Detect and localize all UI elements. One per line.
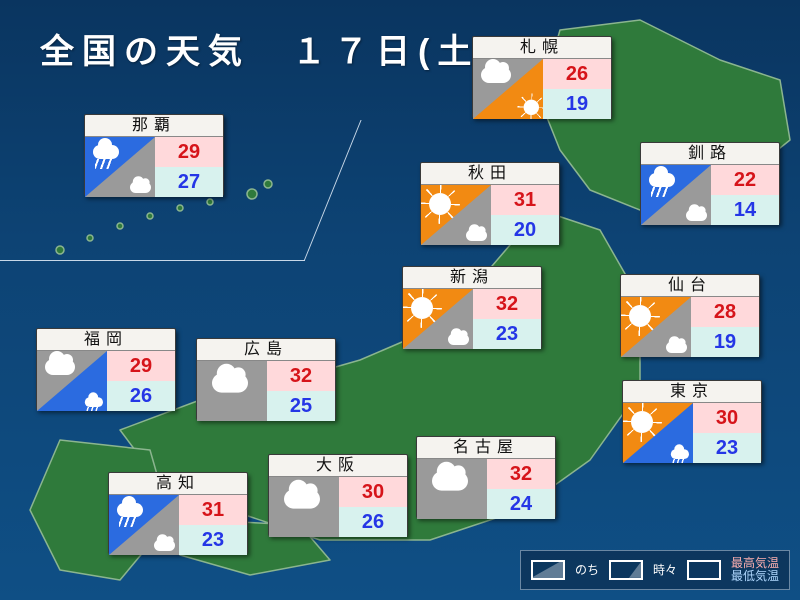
- sun-icon: [524, 100, 539, 115]
- cloud-icon: [448, 334, 469, 345]
- weather-icon: [37, 351, 107, 411]
- temp-low: 26: [339, 507, 407, 537]
- temp-high: 31: [179, 495, 247, 525]
- temp-low: 19: [543, 89, 611, 119]
- weather-map: 全国の天気 １７日(土) 札幌2619釧路2214秋田3120仙台2819新潟3…: [0, 0, 800, 600]
- cloud-icon: [666, 342, 687, 353]
- legend: のち 時々 最高気温 最低気温: [520, 550, 790, 590]
- legend-box-temp: [687, 560, 721, 580]
- city-name: 釧路: [641, 143, 779, 165]
- temp-high: 32: [267, 361, 335, 391]
- temp-low: 24: [487, 489, 555, 519]
- temp-high: 32: [487, 459, 555, 489]
- temp-high: 28: [691, 297, 759, 327]
- cloud-icon: [130, 182, 151, 193]
- weather-card: 名古屋3224: [416, 436, 556, 518]
- weather-card: 大阪3026: [268, 454, 408, 536]
- temp-high: 29: [155, 137, 223, 167]
- rain-icon: [671, 449, 689, 459]
- weather-icon: [621, 297, 691, 357]
- city-name: 新潟: [403, 267, 541, 289]
- weather-card: 那覇2927: [84, 114, 224, 196]
- weather-card: 釧路2214: [640, 142, 780, 224]
- city-name: 札幌: [473, 37, 611, 59]
- weather-card: 広島3225: [196, 338, 336, 420]
- page-title: 全国の天気 １７日(土): [40, 24, 499, 73]
- okinawa-inset-line-2: [245, 120, 362, 260]
- city-name: 秋田: [421, 163, 559, 185]
- temp-high: 29: [107, 351, 175, 381]
- legend-box-tokidoki: [609, 560, 643, 580]
- legend-min-label: 最低気温: [731, 570, 779, 583]
- temp-high: 26: [543, 59, 611, 89]
- cloud-icon: [432, 471, 468, 490]
- weather-icon: [197, 361, 267, 421]
- cloud-icon: [686, 210, 707, 221]
- temp-low: 23: [473, 319, 541, 349]
- city-name: 名古屋: [417, 437, 555, 459]
- cloud-icon: [212, 373, 248, 392]
- temp-low: 20: [491, 215, 559, 245]
- legend-label-tokidoki: 時々: [653, 561, 677, 578]
- temp-high: 32: [473, 289, 541, 319]
- city-name: 那覇: [85, 115, 223, 137]
- temp-low: 25: [267, 391, 335, 421]
- rain-icon: [85, 397, 103, 407]
- weather-icon: [109, 495, 179, 555]
- weather-card: 新潟3223: [402, 266, 542, 348]
- weather-icon: [623, 403, 693, 463]
- temp-low: 19: [691, 327, 759, 357]
- weather-icon: [421, 185, 491, 245]
- weather-card: 仙台2819: [620, 274, 760, 356]
- city-name: 大阪: [269, 455, 407, 477]
- temp-low: 27: [155, 167, 223, 197]
- weather-icon: [641, 165, 711, 225]
- weather-icon: [473, 59, 543, 119]
- cloud-icon: [284, 489, 320, 508]
- okinawa-inset-line: [0, 260, 305, 261]
- city-name: 高知: [109, 473, 247, 495]
- city-name: 東京: [623, 381, 761, 403]
- temp-high: 31: [491, 185, 559, 215]
- cloud-icon: [154, 540, 175, 551]
- city-name: 仙台: [621, 275, 759, 297]
- legend-label-nochi: のち: [575, 561, 599, 578]
- weather-icon: [269, 477, 339, 537]
- weather-icon: [417, 459, 487, 519]
- temp-low: 26: [107, 381, 175, 411]
- temp-low: 23: [179, 525, 247, 555]
- temp-high: 30: [339, 477, 407, 507]
- city-name: 福岡: [37, 329, 175, 351]
- temp-low: 14: [711, 195, 779, 225]
- weather-card: 札幌2619: [472, 36, 612, 118]
- temp-high: 22: [711, 165, 779, 195]
- weather-card: 東京3023: [622, 380, 762, 462]
- city-name: 広島: [197, 339, 335, 361]
- weather-card: 高知3123: [108, 472, 248, 554]
- weather-icon: [403, 289, 473, 349]
- weather-icon: [85, 137, 155, 197]
- temp-high: 30: [693, 403, 761, 433]
- legend-max-label: 最高気温: [731, 557, 779, 570]
- legend-temp-labels: 最高気温 最低気温: [731, 557, 779, 583]
- weather-card: 秋田3120: [420, 162, 560, 244]
- cloud-icon: [466, 230, 487, 241]
- weather-card: 福岡2926: [36, 328, 176, 410]
- legend-box-nochi: [531, 560, 565, 580]
- temp-low: 23: [693, 433, 761, 463]
